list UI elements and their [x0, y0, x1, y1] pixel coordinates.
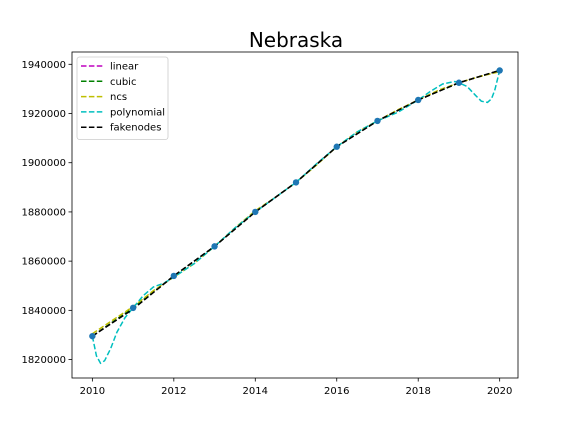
y-tick-label: 1880000	[21, 207, 66, 218]
y-tick-label: 1840000	[21, 306, 66, 317]
data-point	[496, 67, 502, 73]
data-point	[89, 333, 95, 339]
y-axis: 1820000 1840000 1860000 1880000 1900000 19200…	[21, 60, 72, 366]
x-tick-label: 2012	[161, 386, 186, 397]
x-tick-label: 2010	[80, 386, 105, 397]
data-point	[293, 179, 299, 185]
data-point	[456, 80, 462, 86]
y-tick-label: 1940000	[21, 60, 66, 71]
chart-title: Nebraska	[249, 28, 343, 52]
data-point	[334, 144, 340, 150]
data-point	[415, 97, 421, 103]
legend: linear cubic ncs polynomial fakenodes	[77, 57, 168, 140]
data-point	[252, 209, 258, 215]
data-point	[211, 243, 217, 249]
legend-label: cubic	[110, 77, 136, 88]
x-tick-label: 2018	[405, 386, 430, 397]
x-tick-label: 2014	[243, 386, 268, 397]
data-point	[374, 118, 380, 124]
data-point	[130, 305, 136, 311]
legend-label: polynomial	[110, 107, 165, 118]
legend-label: ncs	[110, 92, 127, 103]
data-point	[171, 273, 177, 279]
y-tick-label: 1900000	[21, 158, 66, 169]
x-tick-label: 2020	[487, 386, 512, 397]
x-tick-label: 2016	[324, 386, 349, 397]
legend-label: fakenodes	[110, 123, 161, 134]
y-tick-label: 1860000	[21, 257, 66, 268]
x-axis: 2010 2012 2014 2016 2018 2020	[80, 378, 513, 397]
y-tick-label: 1920000	[21, 109, 66, 120]
y-tick-label: 1820000	[21, 355, 66, 366]
legend-label: linear	[110, 62, 139, 73]
